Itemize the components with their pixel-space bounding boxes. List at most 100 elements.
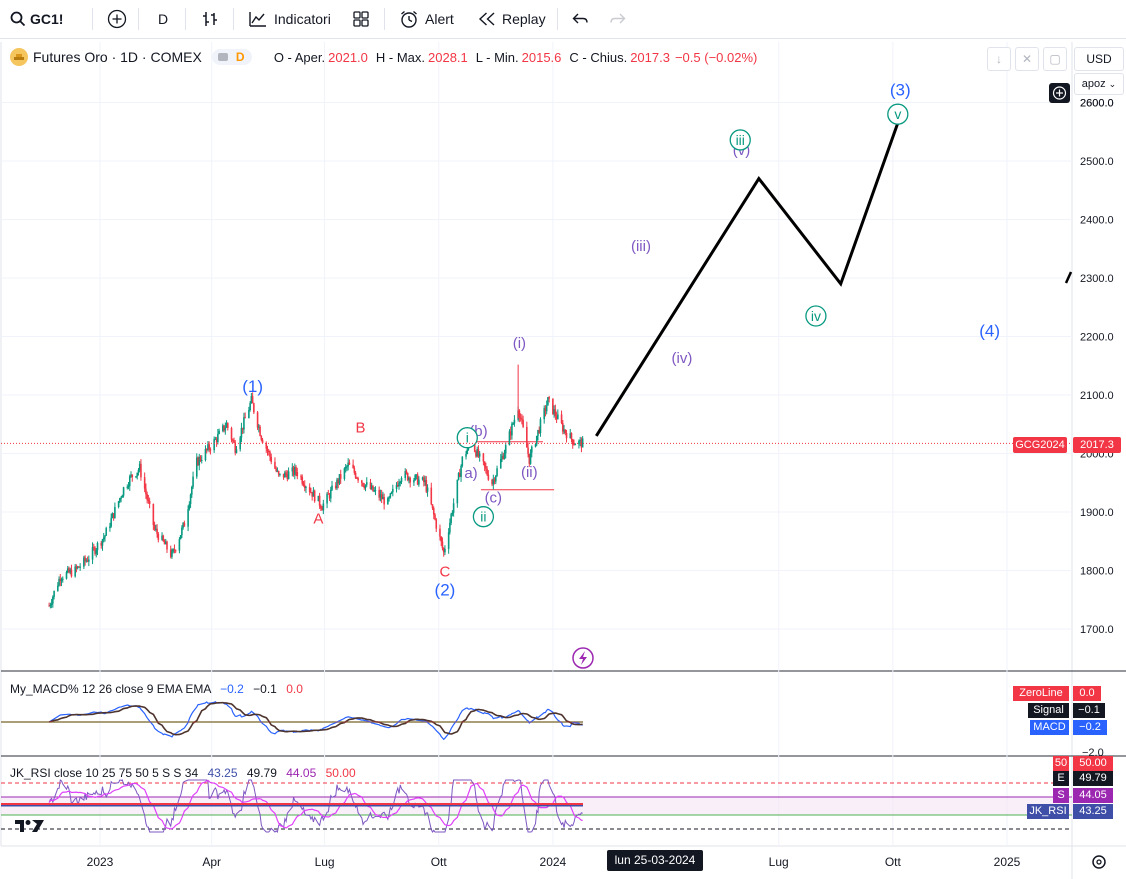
candle-body [120,497,122,499]
rsi-legend[interactable]: JK_RSI close 10 25 75 50 5 S S 34 43.25 … [10,766,356,780]
add-alert-plus-icon[interactable] [1049,83,1070,103]
rsi-tag-label: S [1053,788,1069,803]
candle [276,467,279,473]
candle [491,478,493,487]
candle-body [439,528,441,537]
candle-body [424,479,426,483]
candle [361,479,363,487]
time-tick-label: Ott [431,855,448,869]
candle [387,496,389,505]
compare-button[interactable] [107,0,127,38]
time-tick-label: Ott [885,855,902,869]
candle-body [146,494,148,500]
candle [187,505,189,532]
candle-body [430,487,433,505]
layouts-button[interactable] [352,0,370,38]
candle [504,442,507,459]
wave-label: (iv) [672,350,693,367]
candle [452,498,455,517]
candle-body [421,477,424,480]
currency-button[interactable]: USD [1074,47,1124,71]
candle [414,473,416,481]
candle-body [408,477,410,481]
legend-eye-toggle[interactable]: D [211,49,252,65]
candle [426,484,429,497]
candle-body [66,568,69,573]
candle [256,410,259,431]
candle [511,421,513,440]
candle [181,525,183,539]
collapse-button[interactable]: ✕ [1015,47,1039,71]
lightning-icon[interactable] [572,647,594,669]
candle-body [253,403,255,413]
grid-layout-icon [353,11,369,27]
candle-body [390,492,393,494]
macd-signal-line [48,701,583,736]
redo-button[interactable] [609,0,627,38]
candle-body [452,503,455,513]
candle-body [347,462,349,467]
candle-body [492,479,495,485]
candle-body [482,453,485,462]
toolbar-divider [185,8,186,30]
wave-circle [729,129,751,151]
candle-body [187,509,189,527]
candle [400,476,403,485]
candle-body [117,501,120,507]
candle [234,440,237,456]
candle [79,563,81,571]
candle-body [374,489,377,491]
time-axis: 2023 Apr Lug Ott 2024 Lug Ott 2025 [87,855,1021,869]
candle [83,555,85,570]
candle [334,482,337,490]
candle [53,590,55,600]
candle [294,463,296,480]
wave-circle-text: iii [736,132,745,148]
candle [91,542,94,565]
legend-title[interactable]: Futures Oro · 1D · COMEX [33,49,202,65]
symbol-search-button[interactable]: GC1! [10,0,63,38]
eye-icon [217,53,228,61]
candle [218,428,220,435]
candle-body [392,488,394,493]
candle-body [182,522,184,528]
maximize-button[interactable]: ▢ [1043,47,1067,71]
gear-icon[interactable] [1092,855,1106,869]
undo-button[interactable] [571,0,589,38]
candle-body [320,505,322,509]
scale-mode-button[interactable]: apoz ⌄ [1074,73,1124,95]
candle [156,524,158,538]
candle-body [127,485,130,487]
candle [291,463,294,477]
candle-body [145,488,147,495]
replay-button[interactable]: Replay [478,0,546,38]
candle [399,480,402,487]
wave-circle-label: v [887,103,909,125]
indicators-button[interactable]: Indicatori [248,0,331,38]
chart-type-button[interactable] [201,0,219,38]
candle [343,467,346,481]
candle [266,445,269,456]
candle [449,518,451,535]
alert-button[interactable]: Alert [399,0,454,38]
candle-body [174,550,177,552]
candle-body [426,487,429,492]
bar-chart-type-icon [203,12,217,26]
candle [146,491,148,504]
candle-body [326,493,328,504]
candle-body [548,397,550,399]
scroll-down-button[interactable]: ↓ [987,47,1011,71]
macd-legend[interactable]: My_MACD% 12 26 close 9 EMA EMA −0.2 −0.1… [10,682,303,696]
candle [135,475,137,479]
interval-button[interactable]: D [158,0,168,38]
candle-body [104,535,106,538]
candle [555,411,558,424]
candle-body [535,435,538,445]
candle-body [365,482,368,485]
candle-body [425,479,428,492]
candle [364,484,367,492]
candle-body [282,473,285,478]
candle [138,461,141,473]
candle-body [379,494,382,498]
